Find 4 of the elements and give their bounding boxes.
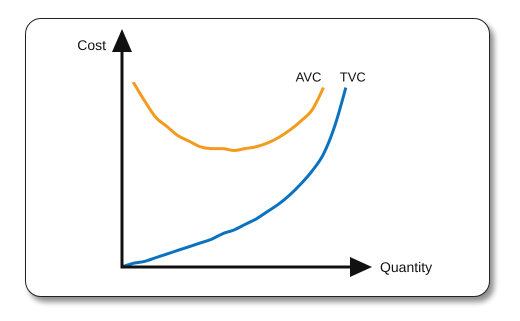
x-axis-title: Quantity [380,259,432,275]
series-label: TVC [340,70,366,85]
y-axis-title: Cost [77,37,106,53]
series-label: AVC [296,70,322,85]
